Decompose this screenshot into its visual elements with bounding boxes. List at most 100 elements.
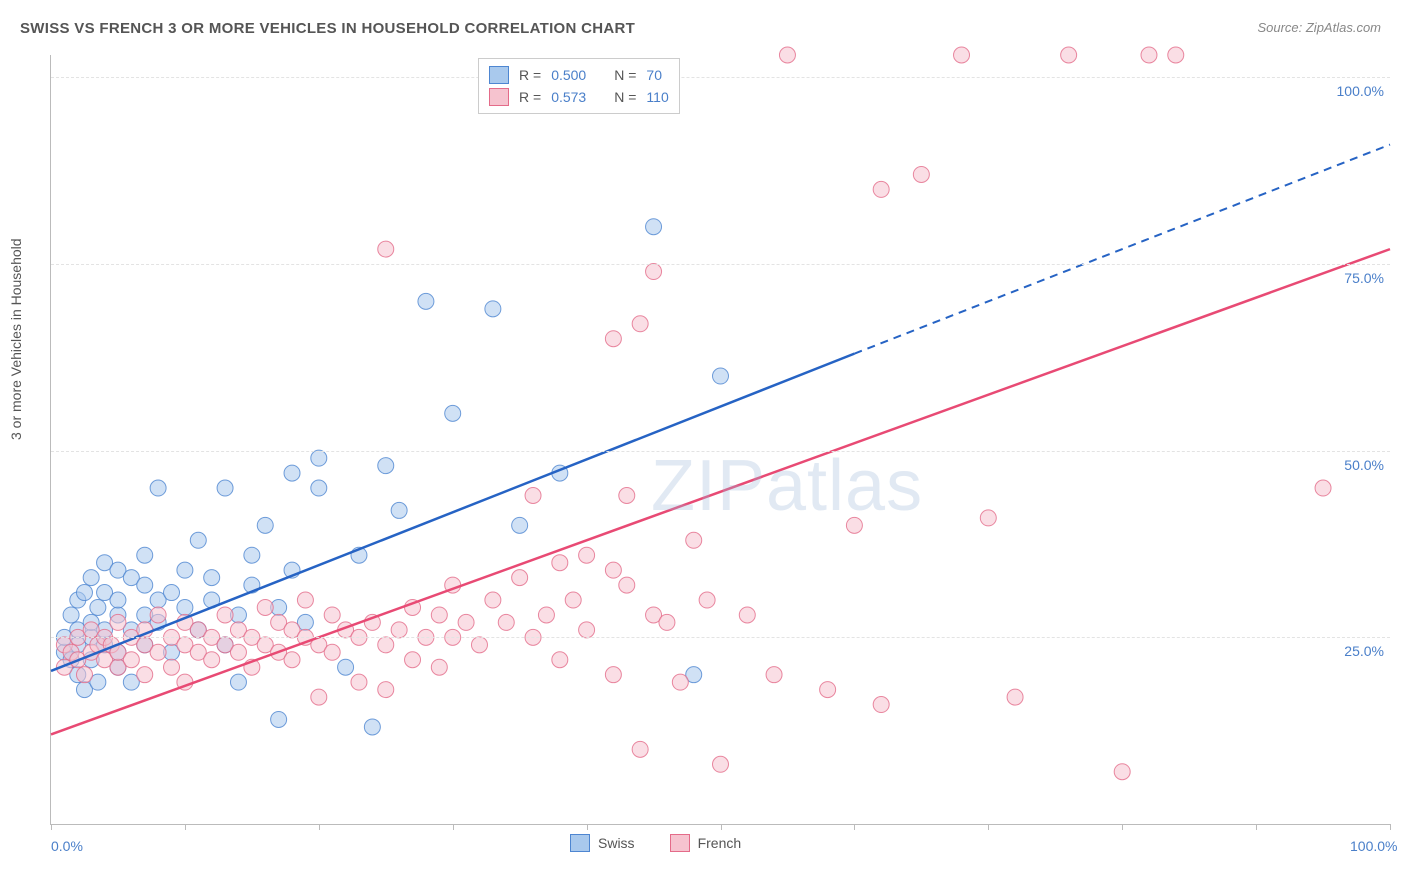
y-tick-label: 100.0% — [1337, 83, 1384, 99]
x-tick-label: 0.0% — [51, 838, 83, 854]
data-point — [1141, 47, 1157, 63]
data-point — [271, 711, 287, 727]
data-point — [217, 607, 233, 623]
data-point — [378, 241, 394, 257]
r-label: R = — [519, 89, 541, 105]
data-point — [137, 547, 153, 563]
x-tick — [453, 824, 454, 830]
data-point — [552, 652, 568, 668]
data-point — [498, 614, 514, 630]
data-point — [150, 480, 166, 496]
gridline — [51, 637, 1390, 638]
data-point — [284, 465, 300, 481]
data-point — [579, 547, 595, 563]
data-point — [766, 667, 782, 683]
legend-series: Swiss French — [570, 834, 741, 852]
data-point — [76, 585, 92, 601]
data-point — [1061, 47, 1077, 63]
data-point — [1114, 764, 1130, 780]
x-tick — [185, 824, 186, 830]
data-point — [445, 405, 461, 421]
trend-line — [51, 249, 1390, 734]
y-axis-label: 3 or more Vehicles in Household — [8, 238, 24, 440]
data-point — [646, 264, 662, 280]
data-point — [378, 637, 394, 653]
swatch-french — [489, 88, 509, 106]
data-point — [405, 652, 421, 668]
data-point — [713, 368, 729, 384]
data-point — [364, 719, 380, 735]
y-tick-label: 75.0% — [1344, 270, 1384, 286]
data-point — [646, 219, 662, 235]
data-point — [632, 316, 648, 332]
n-label: N = — [614, 89, 636, 105]
data-point — [820, 682, 836, 698]
gridline — [51, 451, 1390, 452]
data-point — [980, 510, 996, 526]
data-point — [659, 614, 675, 630]
data-point — [1168, 47, 1184, 63]
data-point — [485, 301, 501, 317]
data-point — [565, 592, 581, 608]
r-label: R = — [519, 67, 541, 83]
data-point — [63, 607, 79, 623]
legend-row-swiss: R = 0.500 N = 70 — [489, 64, 669, 86]
data-point — [552, 555, 568, 571]
x-tick — [1256, 824, 1257, 830]
data-point — [284, 652, 300, 668]
data-point — [164, 659, 180, 675]
data-point — [619, 487, 635, 503]
x-tick — [721, 824, 722, 830]
x-tick-label: 100.0% — [1350, 838, 1397, 854]
legend-label-swiss: Swiss — [598, 835, 635, 851]
data-point — [137, 577, 153, 593]
plot-svg — [51, 55, 1390, 824]
data-point — [110, 614, 126, 630]
data-point — [391, 622, 407, 638]
x-tick — [988, 824, 989, 830]
data-point — [739, 607, 755, 623]
data-point — [672, 674, 688, 690]
legend-row-french: R = 0.573 N = 110 — [489, 86, 669, 108]
data-point — [76, 667, 92, 683]
data-point — [164, 585, 180, 601]
data-point — [779, 47, 795, 63]
data-point — [699, 592, 715, 608]
data-point — [150, 607, 166, 623]
chart-title: SWISS VS FRENCH 3 OR MORE VEHICLES IN HO… — [20, 20, 635, 37]
legend-label-french: French — [698, 835, 742, 851]
gridline — [51, 264, 1390, 265]
data-point — [512, 570, 528, 586]
data-point — [605, 562, 621, 578]
data-point — [257, 599, 273, 615]
data-point — [954, 47, 970, 63]
data-point — [244, 547, 260, 563]
data-point — [190, 532, 206, 548]
data-point — [177, 562, 193, 578]
data-point — [605, 331, 621, 347]
n-label: N = — [614, 67, 636, 83]
data-point — [230, 674, 246, 690]
x-tick — [587, 824, 588, 830]
data-point — [230, 644, 246, 660]
data-point — [913, 166, 929, 182]
data-point — [177, 599, 193, 615]
data-point — [217, 480, 233, 496]
data-point — [431, 607, 447, 623]
trend-line-extrapolated — [854, 145, 1390, 354]
data-point — [525, 487, 541, 503]
data-point — [418, 293, 434, 309]
data-point — [123, 652, 139, 668]
swatch-swiss-bottom — [570, 834, 590, 852]
data-point — [686, 532, 702, 548]
legend-item-french: French — [670, 834, 742, 852]
data-point — [391, 502, 407, 518]
data-point — [713, 756, 729, 772]
data-point — [351, 674, 367, 690]
data-point — [83, 570, 99, 586]
data-point — [311, 689, 327, 705]
data-point — [458, 614, 474, 630]
data-point — [1315, 480, 1331, 496]
data-point — [431, 659, 447, 675]
data-point — [311, 450, 327, 466]
